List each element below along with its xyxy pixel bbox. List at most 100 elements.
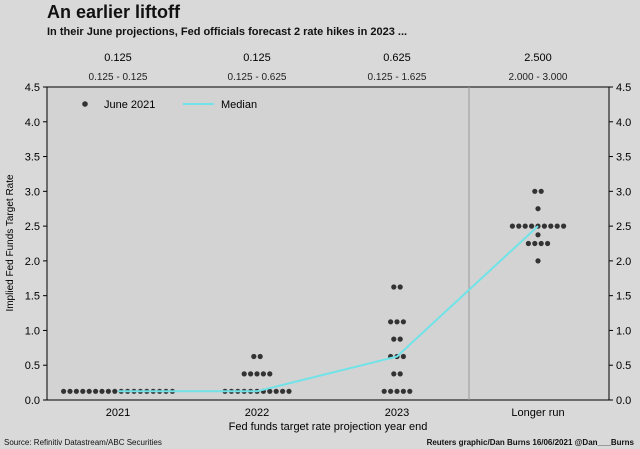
y-tick-label: 1.5 [25,291,40,303]
dot-point [397,336,403,342]
y-tick-label-right: 2.5 [616,221,631,233]
y-tick-label-right: 3.0 [616,186,631,198]
y-tick-label: 0.0 [25,395,40,407]
dot-point [522,223,528,229]
y-tick-label-right: 2.0 [616,256,631,268]
dot-point [400,353,406,360]
dot-point [257,353,263,360]
y-tick-label: 3.5 [25,152,40,164]
x-tick-label: 2023 [385,407,409,419]
y-tick-label: 3.0 [25,186,40,198]
dot-point [105,388,111,394]
dot-point [241,371,247,377]
legend-label-median: Median [221,99,257,111]
dot-point [273,388,279,394]
dot-point [541,223,548,229]
dot-point [394,388,400,394]
dot-point [99,388,105,394]
dot-point [248,371,254,377]
median-series [118,225,539,393]
dot-point [286,388,292,394]
y-tick-label: 2.0 [25,256,40,268]
dot-point [394,319,400,325]
y-tick-label-right: 1.5 [616,291,631,303]
y-axis-label: Implied Fed Funds Target Rate [5,174,16,312]
y-tick-label-right: 4.0 [616,117,631,129]
dot-point [80,388,86,394]
median-header-value: 0.125 [243,52,271,64]
dot-point [400,319,406,325]
dot-point [267,371,273,377]
dot-point [251,353,257,360]
dot-point [112,388,118,394]
dot-point [535,206,541,212]
dot-point [73,388,79,394]
dot-point [532,240,538,247]
dot-point [67,388,73,394]
median-line [118,225,539,393]
x-axis: 2021 2022 2023 Longer run [106,407,565,419]
range-header-value: 0.125 - 0.125 [89,72,148,83]
legend-dot-marker [82,101,88,107]
chart-subtitle: In their June projections, Fed officials… [47,26,408,38]
dot-point [391,284,397,290]
dot-point [61,388,67,394]
range-header-value: 2.000 - 3.000 [509,72,568,83]
median-range-header: 0.125 0.125 - 0.125 0.125 0.125 - 0.625 0.62… [89,52,568,83]
dot-point [554,223,560,229]
legend: June 2021 Median [82,99,257,111]
median-header-value: 0.125 [104,52,132,64]
y-tick-label: 0.5 [25,360,40,372]
dot-point [254,371,260,377]
dot-point [267,388,273,394]
dot-point [407,388,413,394]
source-note: Source: Refinitiv Datastream/ABC Securit… [4,438,162,447]
dot-point [529,223,535,229]
x-axis-label: Fed funds target rate projection year en… [229,421,428,433]
y-tick-label-right: 0.0 [616,395,631,407]
legend-label-dots: June 2021 [104,99,155,111]
dot-point [260,371,266,377]
y-tick-label: 4.0 [25,117,40,129]
dot-point [391,371,397,377]
range-header-value: 0.125 - 1.625 [368,72,427,83]
dot-series [61,188,567,394]
dot-point [545,240,551,247]
dot-point [516,223,522,229]
y-axis-right: 0.0 0.5 1.0 1.5 2.0 2.5 3.0 3.5 4.0 4.5 [609,82,631,407]
dot-point [538,188,544,194]
chart-title: An earlier liftoff [47,2,181,22]
dot-point [538,240,544,247]
dot-point [397,284,403,290]
y-tick-label-right: 1.0 [616,325,631,337]
dot-point [532,188,538,194]
x-tick-label: Longer run [511,407,564,419]
dot-point [535,258,541,264]
y-tick-label: 1.0 [25,325,40,337]
range-header-value: 0.125 - 0.625 [228,72,287,83]
dot-point [397,371,403,377]
dot-point [388,388,394,394]
dot-point [561,223,567,229]
dot-point [509,223,515,229]
y-tick-label-right: 3.5 [616,152,631,164]
y-axis-left: 0.0 0.5 1.0 1.5 2.0 2.5 3.0 3.5 4.0 4.5 [25,82,47,407]
dot-point [93,388,99,394]
y-tick-label: 2.5 [25,221,40,233]
dot-point [535,232,541,238]
x-tick-label: 2021 [106,407,130,419]
dot-point [391,336,397,342]
plot-area [46,86,610,401]
y-tick-label-right: 4.5 [616,82,631,94]
median-header-value: 0.625 [383,52,411,64]
dot-point [388,319,394,325]
dot-point [548,223,554,229]
dot-point [525,240,532,247]
x-tick-label: 2022 [245,407,269,419]
dot-point [400,388,406,394]
y-tick-label-right: 0.5 [616,360,631,372]
median-header-value: 2.500 [524,52,552,64]
y-tick-label: 4.5 [25,82,40,94]
dot-point [381,388,387,394]
